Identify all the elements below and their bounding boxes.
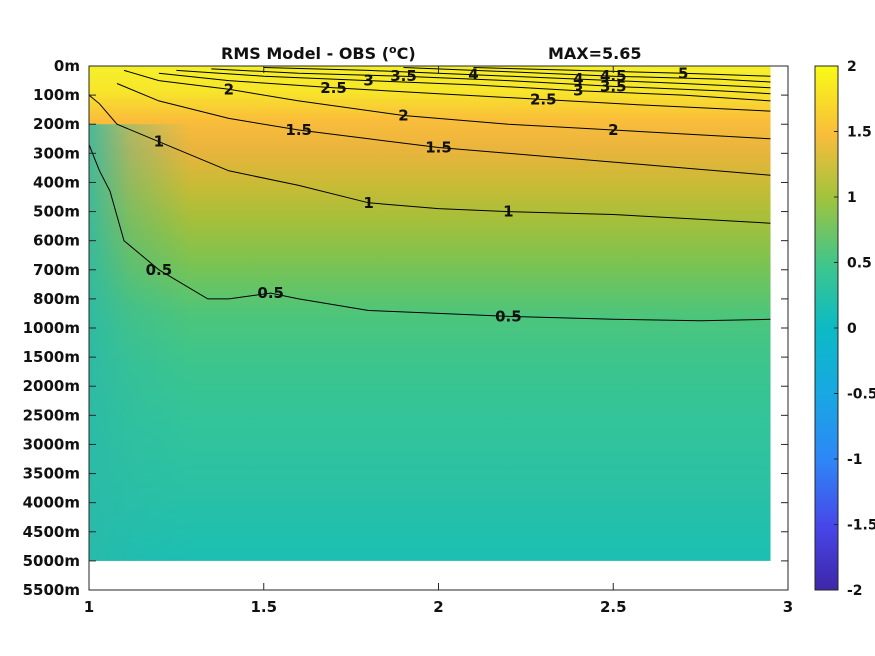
y-tick-label: 5000m bbox=[23, 552, 80, 570]
contour-2 bbox=[123, 69, 771, 140]
colorbar-tick-label: -2 bbox=[847, 583, 863, 599]
colorbar: 2 1.5 1 0.5 0 -0.5 -1 -1.5 -2 bbox=[814, 59, 875, 599]
contour-4 bbox=[263, 67, 771, 89]
y-tick-label: 100m bbox=[33, 86, 80, 104]
contour-1.5 bbox=[116, 83, 771, 176]
y-axis: 0m 100m 200m 300m 400m 500m 600m 700m 800m 1000m 1… bbox=[23, 57, 788, 599]
y-tick-label: 600m bbox=[33, 232, 80, 250]
contour-label: 2.5 bbox=[320, 79, 347, 97]
contour-3 bbox=[176, 69, 771, 102]
y-tick-label: 0m bbox=[54, 57, 80, 75]
contour-label: 3 bbox=[363, 72, 373, 90]
y-tick-label: 2000m bbox=[23, 377, 80, 395]
contour-label: 3 bbox=[573, 82, 583, 100]
contour-labels: 0.5 0.5 0.5 1 1 1 1.5 1.5 2 2 2 2.5 2.5 3 3 3.5 3.5 4 4 4.5… bbox=[146, 64, 689, 325]
colorbar-tick-label: -1.5 bbox=[847, 518, 875, 534]
x-tick-label: 1.5 bbox=[250, 598, 277, 616]
y-tick-label: 4500m bbox=[23, 523, 80, 541]
y-tick-label: 700m bbox=[33, 261, 80, 279]
contour-4.5 bbox=[403, 67, 771, 83]
contour-0.5 bbox=[88, 144, 771, 322]
y-tick-label: 300m bbox=[33, 144, 80, 162]
contour-label: 5 bbox=[678, 64, 688, 82]
contour-2.5 bbox=[158, 72, 771, 112]
contour-label: 2 bbox=[224, 80, 234, 98]
y-tick-label: 4000m bbox=[23, 494, 80, 512]
y-tick-label: 5500m bbox=[23, 581, 80, 599]
colorbar-tick-label: 0.5 bbox=[847, 256, 872, 272]
y-tick-label: 800m bbox=[33, 290, 80, 308]
colorbar-tick-label: 0 bbox=[847, 321, 857, 337]
contour-label: 1 bbox=[154, 133, 164, 151]
heatmap-left-edge bbox=[89, 124, 771, 561]
contour-5 bbox=[473, 67, 771, 77]
colorbar-ticks: 2 1.5 1 0.5 0 -0.5 -1 -1.5 -2 bbox=[834, 59, 875, 599]
colorbar-tick-label: 1.5 bbox=[847, 125, 872, 141]
y-tick-label: 200m bbox=[33, 115, 80, 133]
contour-1 bbox=[88, 94, 771, 224]
contour-label: 3.5 bbox=[600, 77, 627, 95]
contour-label: 0.5 bbox=[495, 307, 522, 325]
y-tick-label: 3000m bbox=[23, 435, 80, 453]
contour-label: 1.5 bbox=[285, 121, 312, 139]
y-tick-label: 1000m bbox=[23, 319, 80, 337]
x-tick-label: 1 bbox=[84, 598, 94, 616]
contour-label: 3.5 bbox=[390, 67, 417, 85]
colorbar-tick-label: 2 bbox=[847, 59, 857, 75]
contour-3.5 bbox=[211, 68, 771, 95]
max-label: MAX=5.65 bbox=[548, 44, 642, 63]
axes-box bbox=[88, 65, 789, 591]
y-tick-label: 400m bbox=[33, 173, 80, 191]
x-tick-label: 2 bbox=[433, 598, 443, 616]
contour-label: 1 bbox=[363, 194, 373, 212]
contour-label: 4 bbox=[468, 66, 478, 84]
x-tick-label: 2.5 bbox=[600, 598, 627, 616]
contour-label: 2 bbox=[608, 121, 618, 139]
y-tick-label: 2500m bbox=[23, 406, 80, 424]
y-tick-label: 3500m bbox=[23, 465, 80, 483]
contour-label: 0.5 bbox=[257, 284, 284, 302]
contour-label: 1 bbox=[503, 203, 513, 221]
contour-label: 2.5 bbox=[530, 91, 557, 109]
contour-label: 4 bbox=[573, 70, 583, 88]
colorbar-tick-label: -1 bbox=[847, 452, 863, 468]
contour-label: 2 bbox=[398, 107, 408, 125]
plot-area: 0.5 0.5 0.5 1 1 1 1.5 1.5 2 2 2 2.5 2.5 3 3 3.5 3.5 4 4 4.5… bbox=[88, 64, 771, 561]
y-tick-label: 1500m bbox=[23, 348, 80, 366]
chart-title: RMS Model - OBS (oC) bbox=[221, 43, 416, 63]
colorbar-tick-label: -0.5 bbox=[847, 387, 875, 403]
x-tick-label: 3 bbox=[783, 598, 793, 616]
colorbar-tick-label: 1 bbox=[847, 190, 857, 206]
x-axis: 1 1.5 2 2.5 3 bbox=[84, 66, 793, 616]
y-tick-label: 500m bbox=[33, 203, 80, 221]
contour-lines bbox=[88, 67, 771, 322]
contour-label: 4.5 bbox=[600, 67, 627, 85]
contour-label: 1.5 bbox=[425, 139, 452, 157]
contour-label: 0.5 bbox=[146, 261, 173, 279]
